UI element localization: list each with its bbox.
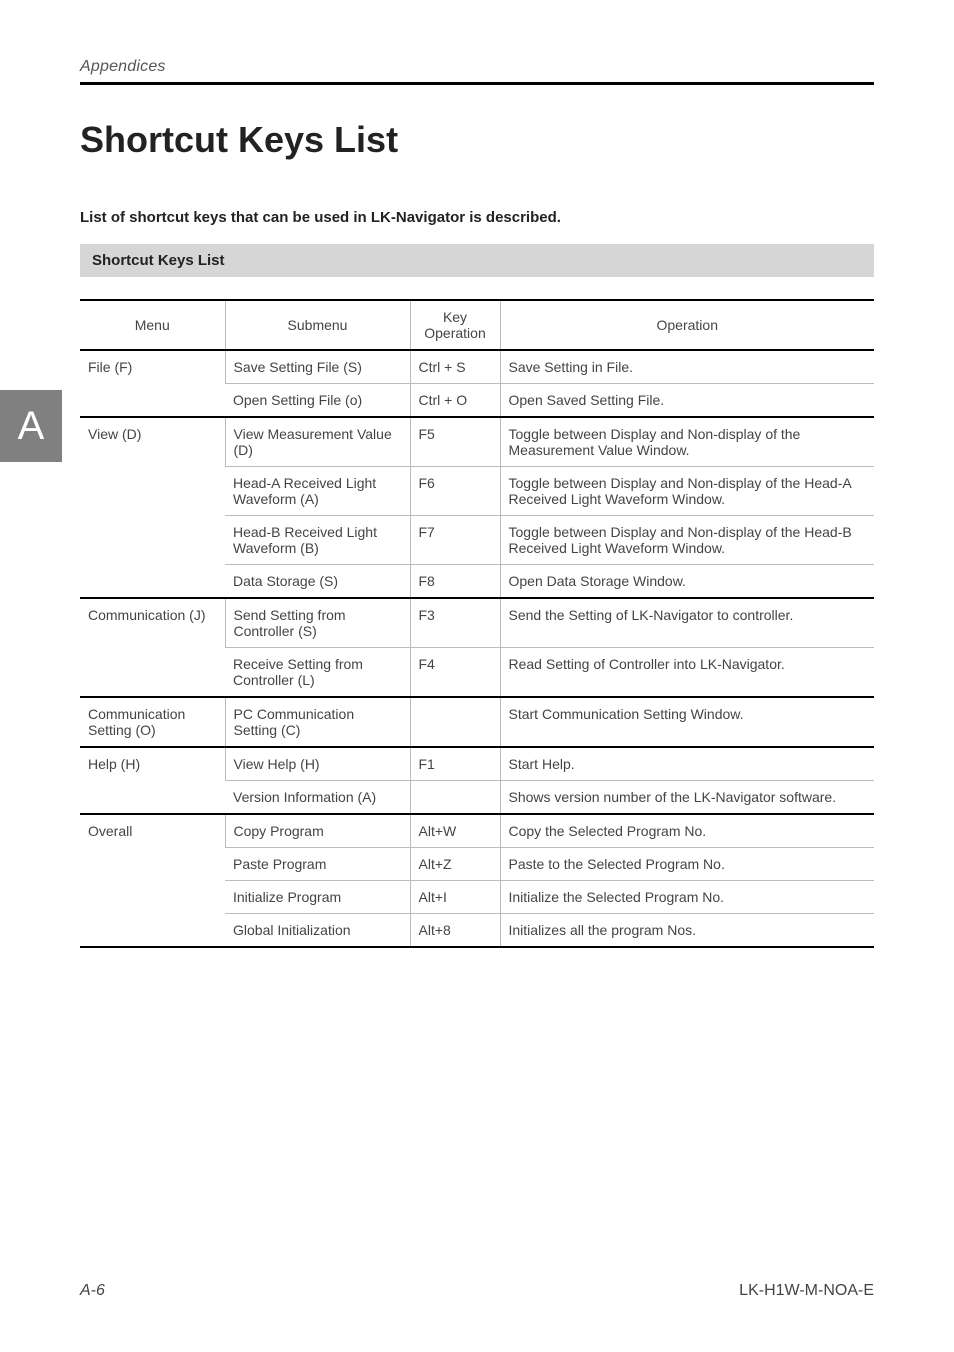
cell-key: F4 [410, 648, 500, 698]
intro-text: List of shortcut keys that can be used i… [80, 209, 874, 226]
cell-submenu: Head-A Received Light Waveform (A) [225, 467, 410, 516]
table-row: Communication (J)Send Setting from Contr… [80, 598, 874, 648]
cell-submenu: Data Storage (S) [225, 565, 410, 599]
cell-operation: Read Setting of Controller into LK-Navig… [500, 648, 874, 698]
cell-submenu: Version Information (A) [225, 781, 410, 815]
cell-key: Alt+8 [410, 914, 500, 948]
cell-menu: File (F) [80, 350, 225, 417]
sub-header: Shortcut Keys List [80, 244, 874, 277]
cell-submenu: Paste Program [225, 848, 410, 881]
cell-submenu: Send Setting from Controller (S) [225, 598, 410, 648]
cell-submenu: Receive Setting from Controller (L) [225, 648, 410, 698]
table-row: File (F)Save Setting File (S)Ctrl + SSav… [80, 350, 874, 384]
cell-submenu: Head-B Received Light Waveform (B) [225, 516, 410, 565]
cell-submenu: Initialize Program [225, 881, 410, 914]
cell-menu: Communication Setting (O) [80, 697, 225, 747]
cell-submenu: Global Initialization [225, 914, 410, 948]
cell-key: Ctrl + S [410, 350, 500, 384]
cell-submenu: Save Setting File (S) [225, 350, 410, 384]
col-operation: Operation [500, 300, 874, 350]
cell-operation: Start Communication Setting Window. [500, 697, 874, 747]
cell-menu: View (D) [80, 417, 225, 598]
cell-key: F5 [410, 417, 500, 467]
col-menu: Menu [80, 300, 225, 350]
cell-operation: Shows version number of the LK-Navigator… [500, 781, 874, 815]
cell-operation: Paste to the Selected Program No. [500, 848, 874, 881]
cell-key [410, 697, 500, 747]
table-row: View (D)View Measurement Value (D)F5Togg… [80, 417, 874, 467]
cell-key: Alt+Z [410, 848, 500, 881]
cell-operation: Initialize the Selected Program No. [500, 881, 874, 914]
cell-operation: Open Data Storage Window. [500, 565, 874, 599]
table-row: Help (H)View Help (H)F1Start Help. [80, 747, 874, 781]
cell-menu: Overall [80, 814, 225, 947]
page: Appendices A Shortcut Keys List List of … [0, 0, 954, 1352]
header-rule [80, 82, 874, 85]
cell-operation: Start Help. [500, 747, 874, 781]
table-row: OverallCopy ProgramAlt+WCopy the Selecte… [80, 814, 874, 848]
cell-operation: Save Setting in File. [500, 350, 874, 384]
cell-operation: Send the Setting of LK-Navigator to cont… [500, 598, 874, 648]
cell-submenu: PC Communication Setting (C) [225, 697, 410, 747]
cell-submenu: View Help (H) [225, 747, 410, 781]
cell-operation: Copy the Selected Program No. [500, 814, 874, 848]
section-tab: A [0, 390, 62, 462]
table-row: Communication Setting (O)PC Communicatio… [80, 697, 874, 747]
table-header-row: Menu Submenu Key Operation Operation [80, 300, 874, 350]
cell-operation: Initializes all the program Nos. [500, 914, 874, 948]
cell-operation: Toggle between Display and Non-display o… [500, 516, 874, 565]
cell-key: F6 [410, 467, 500, 516]
cell-key [410, 781, 500, 815]
page-footer: A-6 LK-H1W-M-NOA-E [80, 1282, 874, 1300]
cell-operation: Open Saved Setting File. [500, 384, 874, 418]
cell-key: Alt+W [410, 814, 500, 848]
cell-key: Alt+I [410, 881, 500, 914]
page-number: A-6 [80, 1282, 105, 1300]
running-header: Appendices [80, 58, 874, 76]
cell-operation: Toggle between Display and Non-display o… [500, 417, 874, 467]
cell-key: F1 [410, 747, 500, 781]
cell-submenu: Open Setting File (o) [225, 384, 410, 418]
cell-key: F7 [410, 516, 500, 565]
col-submenu: Submenu [225, 300, 410, 350]
doc-code: LK-H1W-M-NOA-E [739, 1282, 874, 1300]
cell-operation: Toggle between Display and Non-display o… [500, 467, 874, 516]
cell-key: F8 [410, 565, 500, 599]
cell-menu: Communication (J) [80, 598, 225, 697]
cell-submenu: Copy Program [225, 814, 410, 848]
col-key: Key Operation [410, 300, 500, 350]
cell-key: F3 [410, 598, 500, 648]
shortcut-table: Menu Submenu Key Operation Operation Fil… [80, 299, 874, 948]
page-title: Shortcut Keys List [80, 119, 874, 161]
cell-menu: Help (H) [80, 747, 225, 814]
cell-submenu: View Measurement Value (D) [225, 417, 410, 467]
cell-key: Ctrl + O [410, 384, 500, 418]
